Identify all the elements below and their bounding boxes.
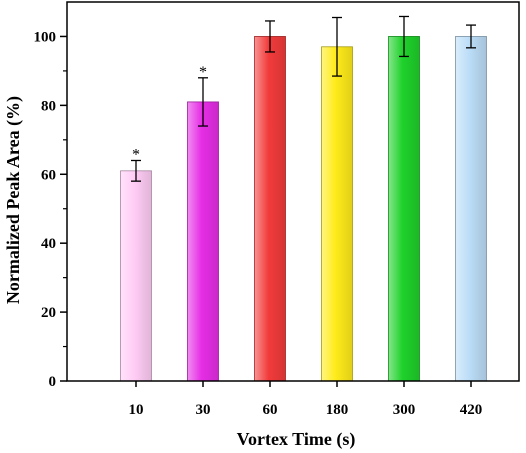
error-bar-30	[198, 77, 208, 127]
bars-layer	[120, 36, 487, 382]
x-tick-label-60: 60	[263, 402, 278, 418]
labels-layer: * 10 * 30 60 180 300 420 0 20 40 60 80 100	[34, 29, 483, 418]
y-tick-label-0: 0	[49, 374, 57, 390]
y-tick-label-40: 40	[41, 236, 56, 252]
error-bar-180	[332, 16, 342, 77]
x-tick-label-30: 30	[196, 402, 211, 418]
error-bar-10	[131, 159, 141, 182]
y-tick-label-60: 60	[41, 167, 56, 183]
x-axis-title: Vortex Time (s)	[237, 429, 356, 450]
significance-marker-10: *	[132, 146, 140, 163]
error-bar-420	[466, 24, 476, 49]
error-bar-60	[265, 20, 275, 53]
error-bars-layer	[131, 15, 476, 182]
y-tick-label-80: 80	[41, 98, 56, 114]
bar-30	[187, 101, 219, 382]
axes-layer	[60, 1, 520, 387]
bar-10	[120, 170, 152, 382]
bar-300	[388, 36, 420, 382]
y-tick-label-100: 100	[34, 29, 57, 45]
x-tick-label-180: 180	[326, 402, 349, 418]
bar-420	[455, 36, 487, 382]
bar-60	[254, 36, 286, 382]
plot-frame	[66, 1, 520, 382]
y-axis-title: Normalized Peak Area (%)	[3, 96, 24, 304]
error-bar-300	[399, 15, 409, 58]
x-tick-label-420: 420	[460, 402, 483, 418]
y-tick-label-20: 20	[41, 305, 56, 321]
significance-marker-30: *	[199, 64, 207, 81]
x-tick-label-10: 10	[129, 402, 144, 418]
bar-180	[321, 46, 353, 382]
x-tick-label-300: 300	[393, 402, 416, 418]
